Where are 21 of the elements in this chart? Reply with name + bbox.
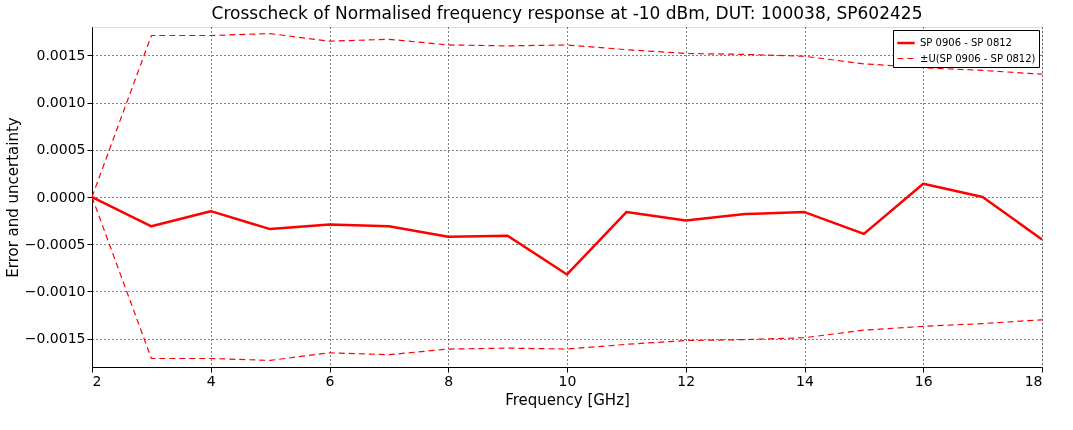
x-tick-label: 14 (796, 372, 814, 389)
y-axis-title: Error and uncertainty (3, 117, 22, 278)
legend-label: SP 0906 - SP 0812 (920, 37, 1012, 48)
x-tick-label: 2 (92, 372, 102, 389)
x-tick-label: 16 (914, 372, 933, 389)
y-tick-label: 0.0010 (36, 94, 86, 111)
x-tick-label: 12 (677, 372, 696, 389)
x-tick-label: 8 (444, 372, 454, 389)
chart-title: Crosscheck of Normalised frequency response at -10 dBm, DUT: 100038, SP602425 (211, 3, 923, 23)
legend-label: ±U(SP 0906 - SP 0812) (920, 52, 1036, 64)
y-tick-label: 0.0005 (36, 141, 86, 158)
y-tick-label: −0.0010 (24, 282, 86, 299)
x-axis-title: Frequency [GHz] (505, 390, 630, 409)
x-tick-label: 4 (206, 372, 216, 389)
x-tick-label: 6 (325, 372, 335, 389)
x-tick-label: 10 (558, 372, 577, 389)
x-tick-label: 18 (1024, 372, 1043, 389)
y-tick-label: 0.0000 (36, 188, 86, 205)
y-tick-label: 0.0015 (36, 46, 86, 63)
y-tick-label: −0.0005 (24, 235, 86, 252)
y-tick-label: −0.0015 (24, 330, 86, 347)
